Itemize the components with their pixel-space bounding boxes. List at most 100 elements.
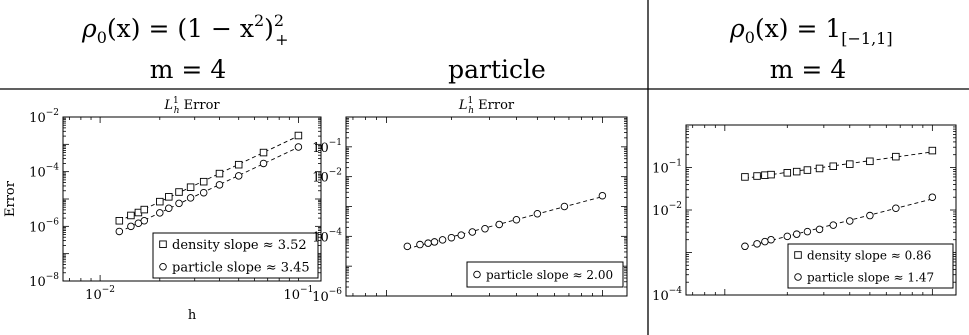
fit-line-circle [744,198,933,248]
data-point-circle [424,239,432,247]
data-point-square [140,205,149,214]
data-point-circle [512,215,521,224]
data-point-square [928,146,937,155]
x-axis-label: h [188,308,197,323]
y-tick-label: 10−2 [312,168,342,186]
left-density-formula: ρ0(x) = (1 − x2)2 + [81,11,288,49]
data-point-square [127,211,135,220]
data-point-square [846,160,854,168]
data-point-circle [866,211,874,220]
legend-marker-circle [794,273,802,281]
data-point-square [783,169,792,177]
data-point-square [215,169,224,178]
data-point-square [234,160,243,169]
x-tick-label: 10−1 [283,285,313,303]
data-point-circle [829,221,837,229]
y-tick-label: 10−2 [652,201,682,219]
right-m-label: m = 4 [770,55,846,84]
legend-label: density slope ≈ 3.52 [172,238,307,253]
data-point-circle [294,143,303,151]
data-point-square [156,197,164,206]
data-point-circle [767,235,775,244]
y-tick-label: 10−4 [652,286,682,304]
y-tick-label: 10−6 [29,217,59,235]
data-point-circle [803,227,812,236]
legend-label: density slope ≈ 0.86 [807,249,931,263]
data-point-circle [186,194,195,202]
data-point-circle [403,242,412,251]
data-point-circle [416,240,424,249]
data-point-circle [438,236,447,244]
data-point-circle [199,188,208,197]
data-point-square [175,188,183,196]
data-point-square [753,172,761,180]
legend-marker-circle [473,270,481,279]
legend-label: particle slope ≈ 3.45 [172,260,310,275]
data-point-square [186,183,195,191]
chart-panel-left: L1 h Error 10−8 10−6 10−4 10−2 10−2 10−1 h Error d… [3,96,322,323]
data-point-circle [430,238,439,246]
fit-line-circle [119,146,299,233]
data-point-square [803,166,812,174]
fit-line-square [119,135,299,222]
data-point-circle [761,237,769,246]
data-point-square [165,193,173,201]
data-point-square [115,217,124,225]
legend-marker-square [159,240,167,248]
data-point-square [767,170,775,179]
y-tick-label: 10−6 [312,287,342,305]
y-axis-label: Error [3,180,18,217]
data-point-circle [447,233,456,242]
data-point-circle [560,202,569,211]
data-point-circle [165,204,173,212]
data-point-circle [481,224,489,233]
data-point-circle [792,230,801,238]
data-point-circle [495,220,503,229]
data-point-square [199,177,208,186]
y-tick-label: 10−2 [29,108,59,126]
data-point-circle [892,204,900,212]
y-tick-label: 10−4 [312,227,342,245]
legend-marker-square [794,251,802,259]
data-point-circle [468,228,477,236]
data-point-circle [598,191,607,200]
data-point-circle [783,232,792,241]
data-point-circle [215,181,224,189]
data-point-square [259,148,268,157]
x-tick-label: 10−2 [85,285,115,303]
legend-box [466,261,624,288]
legend-label: particle slope ≈ 1.47 [807,271,934,285]
data-point-circle [156,209,164,217]
legend-box [152,232,319,279]
right-density-formula: ρ0(x) = 1[−1,1] [729,14,893,48]
chart-title: L1 h Error [163,96,220,116]
data-point-square [892,152,900,161]
chart-panel-right: 10−4 10−2 10−1 density slope ≈ 0.86 particle… [652,124,957,304]
y-tick-label: 10−4 [29,163,59,181]
legend-label: particle slope ≈ 2.00 [486,268,613,282]
fit-line-circle [407,196,603,250]
y-tick-label: 10−8 [29,272,59,290]
left-m-label: m = 4 [150,55,226,84]
chart-panel-middle: L1 h Error 10−6 10−4 10−2 10−1 particle slope … [312,96,628,305]
data-point-circle [457,231,465,239]
data-point-circle [928,193,937,201]
data-point-circle [140,217,149,225]
chart-title: L1 h Error [458,96,515,116]
data-point-circle [753,240,761,248]
middle-particle-label: particle [448,55,546,84]
y-tick-label: 10−1 [312,138,342,156]
data-point-circle [175,199,183,208]
fit-line-square [744,151,933,179]
data-point-circle [115,227,124,236]
legend-marker-circle [159,263,167,271]
data-point-circle [259,159,268,168]
data-point-circle [234,172,243,180]
data-point-circle [533,210,542,218]
legend-box [787,243,954,289]
data-point-circle [815,225,824,234]
data-point-circle [846,217,854,225]
data-point-square [815,164,824,173]
y-tick-label: 10−1 [652,159,682,177]
